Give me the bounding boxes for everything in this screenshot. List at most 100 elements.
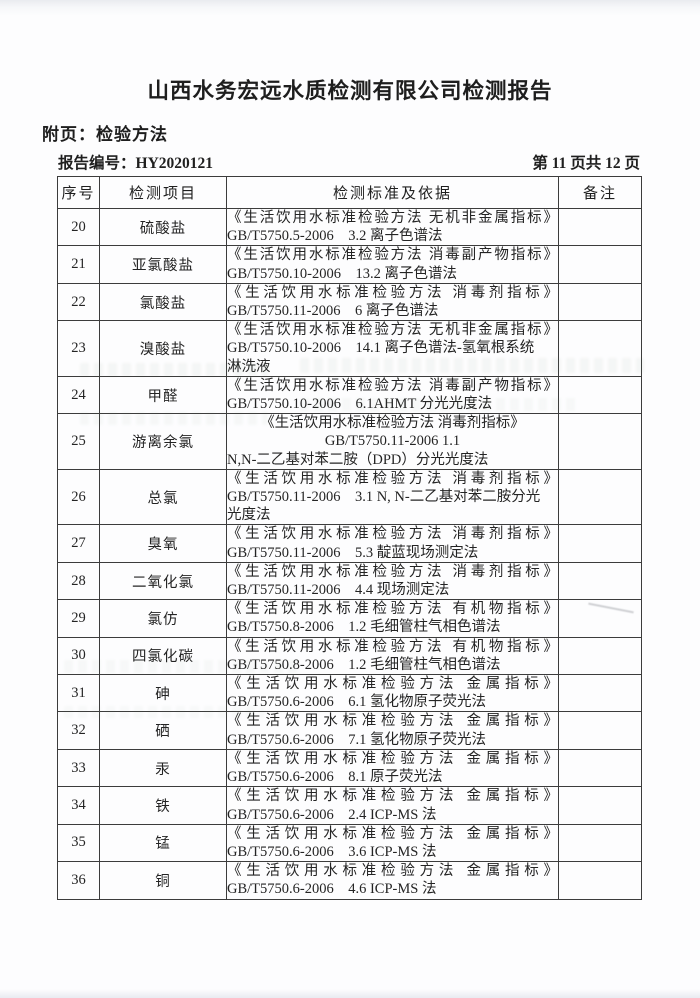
test-item: 臭氧 bbox=[99, 524, 227, 563]
row-number: 33 bbox=[57, 748, 100, 788]
method-line: GB/T5750.11-2006 6 离子色谱法 bbox=[227, 303, 439, 320]
method-line: 《生活饮用水标准检验方法 金属指标》 bbox=[227, 676, 558, 693]
test-item: 四氯化碳 bbox=[99, 636, 227, 676]
table-row: 30 四氯化碳 《生活饮用水标准检验方法 有机物指标》 GB/T5750.8-2006… bbox=[57, 636, 642, 676]
meta-row: 报告编号：HY2020121 第 11 页共 12 页 bbox=[58, 151, 640, 173]
row-number: 30 bbox=[57, 636, 100, 676]
table-row: 20 硫酸盐 《生活饮用水标准检验方法 无机非金属指标》 GB/T5750.5-200… bbox=[57, 207, 642, 247]
remark-cell bbox=[558, 282, 642, 322]
table-row: 23 溴酸盐 《生活饮用水标准检验方法 无机非金属指标》 GB/T5750.10-20… bbox=[57, 320, 642, 377]
row-number: 28 bbox=[57, 561, 100, 601]
method-line: 《生活饮用水标准检验方法 金属指标》 bbox=[227, 863, 558, 880]
test-method: 《生活饮用水标准检验方法 消毒剂指标》 GB/T5750.11-2006 3.1 … bbox=[226, 468, 559, 526]
method-line: 《生活饮用水标准检验方法 金属指标》 bbox=[227, 788, 558, 805]
test-method: 《生活饮用水标准检验方法 金属指标》 GB/T5750.6-2006 8.1 原子… bbox=[226, 748, 559, 788]
table-row: 34 铁《生活饮用水标准检验方法 金属指标》 GB/T5750.6-2006 2.4… bbox=[57, 786, 642, 825]
method-line: GB/T5750.6-2006 6.1 氢化物原子荧光法 bbox=[227, 694, 486, 711]
method-line: 《生活饮用水标准检验方法 消毒剂指标》 bbox=[260, 415, 525, 432]
table-row: 25 游离余氯 《生活饮用水标准检验方法 消毒剂指标》 GB/T5750.11-200… bbox=[57, 413, 642, 470]
test-item: 亚氯酸盐 bbox=[99, 245, 227, 284]
method-line: GB/T5750.6-2006 4.6 ICP-MS 法 bbox=[227, 881, 437, 898]
method-line: 《生活饮用水标准检验方法 有机物指标》 bbox=[227, 601, 558, 618]
test-method: 《生活饮用水标准检验方法 金属指标》 GB/T5750.6-2006 6.1 氢化… bbox=[226, 674, 559, 713]
row-number: 34 bbox=[57, 786, 100, 825]
methods-table: 序号 检测项目 检测标准及依据 备注 20 硫酸盐 《生活饮用水标准检验方法 无机非金属指… bbox=[57, 176, 642, 900]
method-line: GB/T5750.10-2006 6.1AHMT 分光光度法 bbox=[227, 396, 493, 413]
method-line: 淋洗液 bbox=[227, 358, 271, 375]
method-line: GB/T5750.11-2006 3.1 N, N-二乙基对苯二胺分光 bbox=[227, 489, 541, 506]
row-number: 23 bbox=[57, 320, 100, 377]
appendix-label: 附页：检验方法 bbox=[42, 125, 168, 144]
report-number: 报告编号：HY2020121 bbox=[58, 151, 213, 173]
test-item: 砷 bbox=[99, 674, 227, 713]
method-line: 《生活饮用水标准检验方法 消毒剂指标》 bbox=[227, 284, 558, 301]
table-row: 24 甲醛 《生活饮用水标准检验方法 消毒副产物指标》 GB/T5750.10-200… bbox=[57, 375, 642, 415]
remark-cell bbox=[558, 524, 642, 563]
method-line: GB/T5750.8-2006 1.2 毛细管柱气相色谱法 bbox=[227, 619, 501, 636]
report-number-value: HY2020121 bbox=[135, 155, 214, 172]
table-row: 26 总氯 《生活饮用水标准检验方法 消毒剂指标》 GB/T5750.11-2006 … bbox=[57, 468, 642, 526]
table-row: 28 二氧化氯 《生活饮用水标准检验方法 消毒剂指标》 GB/T5750.11-200… bbox=[57, 561, 642, 601]
test-method: 《生活饮用水标准检验方法 无机非金属指标》 GB/T5750.5-2006 3.2… bbox=[226, 207, 559, 247]
remark-cell bbox=[558, 823, 642, 863]
remark-cell bbox=[558, 711, 642, 750]
test-method: 《生活饮用水标准检验方法 消毒剂指标》 GB/T5750.11-2006 6 离子… bbox=[226, 282, 559, 322]
method-line: GB/T5750.10-2006 14.1 离子色谱法-氢氧根系统 bbox=[227, 340, 535, 357]
method-line: 《生活饮用水标准检验方法 消毒副产物指标》 bbox=[227, 377, 558, 394]
remark-cell bbox=[558, 599, 642, 638]
method-line: GB/T5750.11-2006 4.4 现场测定法 bbox=[227, 582, 450, 599]
methods-table-header-row: 序号 检测项目 检测标准及依据 备注 bbox=[57, 176, 642, 209]
table-row: 22 氯酸盐 《生活饮用水标准检验方法 消毒剂指标》 GB/T5750.11-2006… bbox=[57, 282, 642, 322]
remark-cell bbox=[558, 561, 642, 601]
remark-cell bbox=[558, 468, 642, 526]
row-number: 29 bbox=[57, 599, 100, 638]
table-row: 35 锰《生活饮用水标准检验方法 金属指标》 GB/T5750.6-2006 3.6… bbox=[57, 823, 642, 863]
row-number: 22 bbox=[57, 282, 100, 322]
column-header: 序号 bbox=[57, 176, 100, 209]
test-item: 溴酸盐 bbox=[99, 320, 227, 377]
test-item: 游离余氯 bbox=[99, 413, 227, 470]
table-row: 32 硒《生活饮用水标准检验方法 金属指标》 GB/T5750.6-2006 7.1… bbox=[57, 711, 642, 750]
method-line: GB/T5750.5-2006 3.2 离子色谱法 bbox=[227, 228, 443, 245]
table-row: 31 砷《生活饮用水标准检验方法 金属指标》 GB/T5750.6-2006 6.1… bbox=[57, 674, 642, 713]
method-line: 光度法 bbox=[227, 507, 271, 524]
test-item: 总氯 bbox=[99, 468, 227, 526]
method-line: N,N-二乙基对苯二胺（DPD）分光光度法 bbox=[227, 451, 489, 468]
method-line: 《生活饮用水标准检验方法 无机非金属指标》 bbox=[227, 210, 558, 226]
method-line: GB/T5750.10-2006 13.2 离子色谱法 bbox=[227, 265, 457, 282]
test-item: 锰 bbox=[99, 823, 227, 863]
remark-cell bbox=[558, 786, 642, 825]
page-indicator: 第 11 页共 12 页 bbox=[532, 155, 640, 172]
remark-cell bbox=[558, 636, 642, 676]
test-item: 铜 bbox=[99, 861, 227, 900]
remark-cell bbox=[558, 674, 642, 713]
table-row: 21 亚氯酸盐 《生活饮用水标准检验方法 消毒副产物指标》 GB/T5750.10-2… bbox=[57, 245, 642, 284]
test-method: 《生活饮用水标准检验方法 消毒剂指标》 GB/T5750.11-2006 1.1 N… bbox=[226, 413, 559, 470]
test-method: 《生活饮用水标准检验方法 消毒剂指标》 GB/T5750.11-2006 5.3 … bbox=[226, 524, 559, 563]
remark-cell bbox=[558, 245, 642, 284]
remark-cell bbox=[558, 748, 642, 788]
remark-cell bbox=[558, 207, 642, 247]
column-header: 检测项目 bbox=[99, 176, 227, 209]
method-line: GB/T5750.6-2006 7.1 氢化物原子荧光法 bbox=[227, 731, 486, 748]
remark-cell bbox=[558, 375, 642, 415]
row-number: 27 bbox=[57, 524, 100, 563]
remark-cell bbox=[558, 320, 642, 377]
table-row: 33 汞《生活饮用水标准检验方法 金属指标》 GB/T5750.6-2006 8.1… bbox=[57, 748, 642, 788]
method-line: GB/T5750.6-2006 8.1 原子荧光法 bbox=[227, 769, 443, 786]
column-header: 检测标准及依据 bbox=[226, 176, 559, 209]
test-item: 硒 bbox=[99, 711, 227, 750]
table-row: 27 臭氧 《生活饮用水标准检验方法 消毒剂指标》 GB/T5750.11-2006 … bbox=[57, 524, 642, 563]
method-line: GB/T5750.11-2006 5.3 靛蓝现场测定法 bbox=[227, 544, 479, 561]
column-header: 备注 bbox=[558, 176, 642, 209]
method-line: 《生活饮用水标准检验方法 金属指标》 bbox=[227, 825, 558, 842]
test-method: 《生活饮用水标准检验方法 有机物指标》 GB/T5750.8-2006 1.2 毛… bbox=[226, 599, 559, 638]
test-method: 《生活饮用水标准检验方法 有机物指标》 GB/T5750.8-2006 1.2 毛… bbox=[226, 636, 559, 676]
row-number: 36 bbox=[57, 861, 100, 900]
test-item: 汞 bbox=[99, 748, 227, 788]
test-item: 二氧化氯 bbox=[99, 561, 227, 601]
report-number-label: 报告编号： bbox=[58, 155, 136, 172]
method-line: 《生活饮用水标准检验方法 金属指标》 bbox=[227, 713, 558, 730]
test-item: 甲醛 bbox=[99, 375, 227, 415]
